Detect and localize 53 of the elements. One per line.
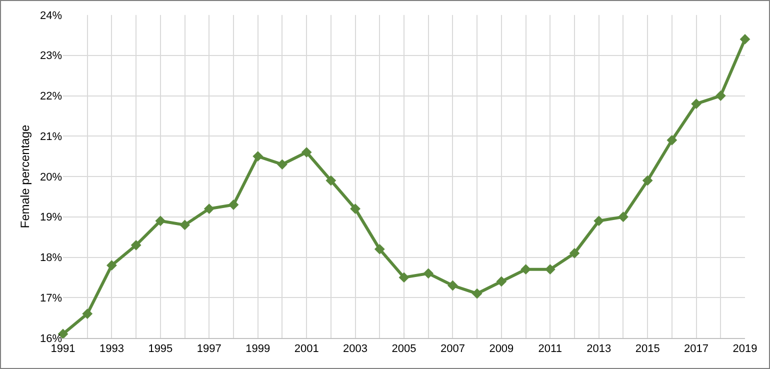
x-tick-label: 2019 — [732, 343, 758, 356]
x-tick-label: 2011 — [538, 343, 562, 356]
point — [472, 288, 482, 299]
x-tick-label: 2009 — [489, 343, 514, 356]
point — [180, 220, 190, 230]
point — [594, 216, 604, 226]
x-tick-label: 1999 — [246, 343, 270, 356]
point — [398, 272, 410, 283]
point — [374, 244, 385, 254]
x-tick-label: 2007 — [440, 343, 465, 356]
y-axis-title: Female percentage — [18, 124, 32, 228]
y-tick-label: 19% — [40, 212, 62, 224]
point — [277, 159, 288, 170]
point — [301, 147, 312, 158]
y-tick-label: 17% — [40, 292, 62, 304]
y-tick-label: 23% — [40, 50, 62, 62]
point — [715, 90, 726, 101]
point — [520, 264, 531, 275]
x-tick-label: 2017 — [684, 343, 709, 356]
point — [252, 151, 264, 162]
x-tick-label: 1991 — [50, 343, 76, 356]
point — [82, 308, 93, 319]
point — [106, 260, 117, 271]
point — [569, 248, 580, 258]
x-tick-label: 1997 — [196, 343, 222, 356]
point — [642, 175, 653, 186]
y-tick-label: 16% — [40, 332, 62, 345]
y-tick-label: 18% — [40, 252, 62, 264]
x-tick-label: 2013 — [586, 343, 612, 356]
x-tick-label: 1995 — [148, 343, 173, 356]
point — [618, 212, 628, 222]
point — [423, 268, 434, 279]
point — [691, 98, 702, 110]
x-tick-label: 1993 — [99, 343, 124, 356]
y-tick-label: 21% — [40, 130, 62, 143]
x-tick-label: 2003 — [343, 343, 368, 356]
point — [228, 200, 239, 210]
point — [666, 134, 678, 146]
y-tick-label: 24% — [40, 10, 62, 22]
point — [326, 175, 336, 186]
point — [496, 276, 507, 287]
y-tick-label: 22% — [40, 90, 62, 103]
point — [204, 204, 214, 214]
point — [155, 216, 166, 226]
point — [130, 240, 142, 250]
x-tick-label: 2015 — [635, 343, 660, 356]
y-tick-label: 20% — [40, 171, 62, 184]
point — [544, 264, 556, 275]
point — [448, 280, 458, 291]
x-tick-label: 2005 — [392, 343, 416, 356]
point — [740, 34, 750, 44]
x-tick-label: 2001 — [294, 343, 319, 356]
point — [350, 204, 360, 214]
